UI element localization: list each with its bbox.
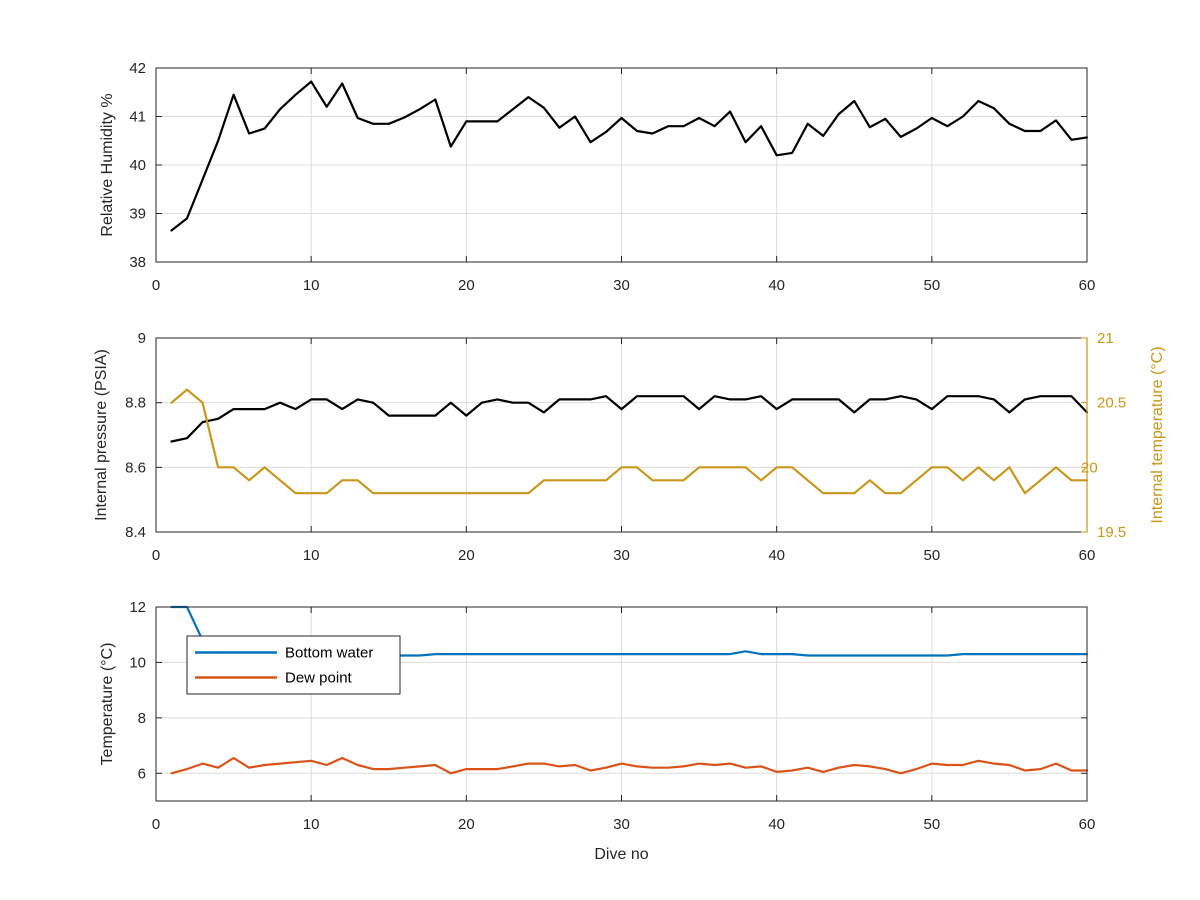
x-tick-label: 60: [1079, 816, 1096, 833]
y-axis-label: Temperature (°C): [99, 643, 116, 766]
x-tick-label: 40: [768, 816, 785, 833]
y-tick-label: 8: [138, 710, 146, 727]
x-tick-label: 30: [613, 816, 630, 833]
subplot-1: 0 10 20 30 40 50 60 38 39 40 41 42 Relative Humidity…: [99, 60, 1095, 294]
y-tick-label: 12: [129, 599, 146, 616]
legend-box: [186, 635, 401, 695]
y-axis-label: Internal pressure (PSIA): [93, 349, 110, 521]
x-tick-label: 0: [152, 277, 160, 294]
subplot-2: 0 10 20 30 40 50 60 8.4 8.6 8.8 9 Internal pressure…: [93, 330, 1166, 564]
y-tick-label: 8.6: [125, 459, 146, 476]
x-tick-label: 10: [303, 547, 320, 564]
series-line-1: [170, 80, 1089, 232]
x-tick-label: 40: [768, 547, 785, 564]
y-tick-label: 41: [129, 109, 146, 126]
x-tick-label: 0: [152, 547, 160, 564]
x-tick-label: 30: [613, 547, 630, 564]
y-tick-label: 8.8: [125, 395, 146, 412]
right-y-tick-label: 20.5: [1097, 395, 1126, 412]
series-line-dew-point: [170, 756, 1089, 775]
y-tick-label: 39: [129, 206, 146, 223]
subplot-3: 0 10 20 30 40 50 60 6 8 10 12 Temperature (°C) Dive …: [99, 599, 1095, 863]
x-tick-label: 20: [458, 277, 475, 294]
x-tick-label: 0: [152, 816, 160, 833]
y-tick-label: 9: [138, 330, 146, 347]
x-tick-label: 10: [303, 277, 320, 294]
y-tick-label: 38: [129, 254, 146, 271]
x-tick-label: 60: [1079, 277, 1096, 294]
right-y-tick-label: 20: [1081, 459, 1098, 476]
series-line-2: [170, 388, 1089, 495]
x-tick-label: 60: [1079, 547, 1096, 564]
y-tick-label: 42: [129, 60, 146, 77]
y-tick-label: 10: [129, 654, 146, 671]
x-tick-label: 50: [923, 547, 940, 564]
x-tick-label: 30: [613, 277, 630, 294]
x-tick-label: 20: [458, 816, 475, 833]
y-tick-label: 40: [129, 157, 146, 174]
x-tick-label: 50: [923, 277, 940, 294]
y-axis-label: Relative Humidity %: [99, 93, 116, 236]
x-tick-label: 20: [458, 547, 475, 564]
legend-label: Dew point: [285, 670, 353, 687]
legend-label: Bottom water: [285, 645, 373, 662]
x-axis-label: Dive no: [594, 846, 648, 863]
series-line-1: [170, 395, 1089, 443]
x-tick-label: 50: [923, 816, 940, 833]
y-tick-label: 6: [138, 765, 146, 782]
legend: Bottom water Dew point: [186, 635, 401, 695]
right-y-tick-label: 21: [1097, 330, 1114, 347]
x-tick-label: 40: [768, 277, 785, 294]
right-y-tick-label: 19.5: [1097, 524, 1126, 541]
x-tick-label: 10: [303, 816, 320, 833]
right-y-axis-label: Internal temperature (°C): [1149, 346, 1166, 523]
y-tick-label: 8.4: [125, 524, 146, 541]
